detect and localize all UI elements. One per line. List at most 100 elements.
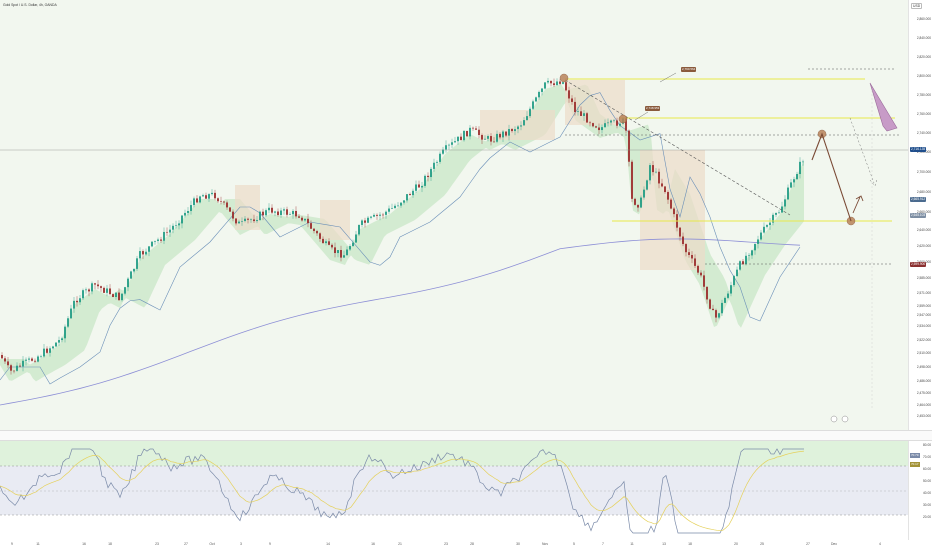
- candle-body: [262, 211, 264, 216]
- candle-body: [583, 113, 585, 116]
- candle-body: [682, 236, 684, 245]
- pivot-marker: [559, 73, 569, 83]
- candle-body: [310, 223, 312, 229]
- candle-body: [94, 283, 96, 285]
- candle-body: [322, 238, 324, 244]
- time-label: 11: [36, 542, 40, 546]
- time-axis[interactable]: 9 11 16 18 23 27 Oct 3 9 14 16 21 23 28 30 Nov 5 7 11 13 18 2…: [0, 540, 932, 550]
- candle-body: [691, 255, 693, 259]
- rsi-canvas[interactable]: [0, 441, 908, 540]
- candle-body: [214, 192, 216, 199]
- candle-body: [517, 126, 519, 130]
- candle-body: [358, 224, 360, 235]
- candle-body: [652, 165, 654, 173]
- time-label: 18: [688, 542, 692, 546]
- candle-body: [640, 197, 642, 208]
- candle-body: [763, 226, 765, 233]
- candle-body: [100, 286, 102, 288]
- candle-body: [718, 313, 720, 318]
- candle-body: [139, 251, 141, 259]
- candle-body: [337, 250, 339, 254]
- candle-body: [448, 144, 450, 146]
- candle-body: [457, 136, 459, 142]
- rsi-pane[interactable]: [0, 441, 908, 540]
- candle-body: [109, 288, 111, 295]
- candle-body: [382, 214, 384, 216]
- price-tick: 2,534.000: [916, 324, 931, 328]
- rsi-value-tag: 70.17: [910, 462, 920, 467]
- rsi-tick: 60.00: [923, 467, 931, 471]
- rsi-tick: 20.00: [923, 515, 931, 519]
- candle-body: [334, 247, 336, 254]
- candle-body: [802, 161, 804, 163]
- dashed-trendline: [564, 79, 791, 216]
- rsi-axis[interactable]: 80.00 70.00 60.00 50.00 40.00 30.00 20.00 70.79…: [908, 441, 932, 540]
- candle-body: [22, 360, 24, 367]
- candle-body: [787, 187, 789, 200]
- candle-body: [298, 216, 300, 218]
- trend-cloud: [0, 84, 804, 382]
- candle-body: [565, 82, 567, 91]
- candle-body: [247, 218, 249, 220]
- candle-body: [403, 200, 405, 203]
- candle-body: [259, 211, 261, 221]
- candle-body: [697, 265, 699, 273]
- price-chart-canvas[interactable]: [0, 0, 908, 430]
- rsi-ma-line: [0, 450, 805, 532]
- time-label: 16: [371, 542, 375, 546]
- price-tick: 2,720.000: [916, 150, 931, 154]
- candle-body: [70, 308, 72, 319]
- candle-body: [388, 208, 390, 212]
- candle-body: [547, 80, 549, 83]
- forecast-down-arrow: [869, 82, 898, 132]
- candle-body: [778, 212, 780, 214]
- candle-body: [373, 214, 375, 217]
- candle-body: [673, 208, 675, 215]
- rsi-tick: 40.00: [923, 491, 931, 495]
- candle-body: [169, 229, 171, 233]
- candle-body: [292, 210, 294, 215]
- price-chart-pane[interactable]: Gold Spot / U.S. Dollar, 4h, OANDA 2,790…: [0, 0, 908, 430]
- rsi-band: [0, 466, 908, 515]
- candle-body: [175, 225, 177, 226]
- candle-body: [115, 292, 117, 298]
- candle-body: [532, 101, 534, 109]
- currency-button[interactable]: USD: [911, 3, 923, 9]
- pane-separator[interactable]: [0, 430, 932, 441]
- candle-body: [463, 130, 465, 141]
- candle-body: [370, 216, 372, 218]
- candle-body: [235, 218, 237, 224]
- candle-body: [394, 205, 396, 209]
- time-label: 18: [108, 542, 112, 546]
- price-tag-a: 2,665.912: [910, 197, 927, 202]
- candle-body: [454, 141, 456, 143]
- candle-body: [451, 142, 453, 145]
- price-axis[interactable]: 2,860.000 2,840.000 2,820.000 2,800.000 2,78…: [908, 0, 932, 430]
- candle-body: [76, 300, 78, 303]
- candle-body: [607, 122, 609, 124]
- price-tick: 2,464.000: [916, 403, 931, 407]
- candle-body: [580, 111, 582, 116]
- candle-body: [37, 356, 39, 362]
- candle-body: [541, 88, 543, 92]
- candle-body: [130, 271, 132, 279]
- candle-body: [688, 252, 690, 256]
- candle-body: [709, 299, 711, 309]
- candle-body: [328, 241, 330, 245]
- time-label: Nov: [541, 542, 549, 546]
- candle-body: [121, 293, 123, 301]
- candle-body: [367, 217, 369, 223]
- time-label: 27: [806, 542, 810, 546]
- candle-body: [133, 268, 135, 272]
- candle-body: [304, 218, 306, 221]
- candle-body: [430, 168, 432, 178]
- candle-body: [253, 219, 255, 222]
- candle-body: [160, 239, 162, 241]
- time-label: 16: [82, 542, 86, 546]
- candle-body: [613, 120, 615, 122]
- candle-body: [268, 207, 270, 211]
- candle-body: [592, 123, 594, 127]
- candle-body: [55, 342, 57, 347]
- dividend-icon: [841, 415, 849, 423]
- price-tick: 2,453.000: [916, 414, 931, 418]
